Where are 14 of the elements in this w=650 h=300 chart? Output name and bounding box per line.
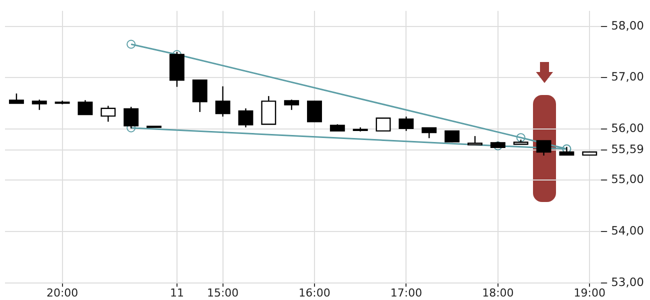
y-tick-label: 56,00 [611,120,644,135]
x-tick-label: 15:00 [206,286,239,300]
y-tick-label: 58,00 [611,18,644,32]
y-tick-label: 57,00 [611,70,644,84]
y-tick-label: 53,00 [611,274,644,289]
x-tick-label: 16:00 [298,286,330,300]
x-tick-label: 18:00 [482,286,514,300]
y-tick-label: 55,00 [611,172,644,186]
x-tick-label: 20:00 [46,286,78,300]
x-tick-label: 17:00 [390,286,422,300]
y-tick-label: 55,59 [611,142,644,156]
y-tick-label: 54,00 [611,223,644,238]
x-tick-label: 11 [170,286,184,300]
x-tick-label: 19:00 [574,286,606,300]
